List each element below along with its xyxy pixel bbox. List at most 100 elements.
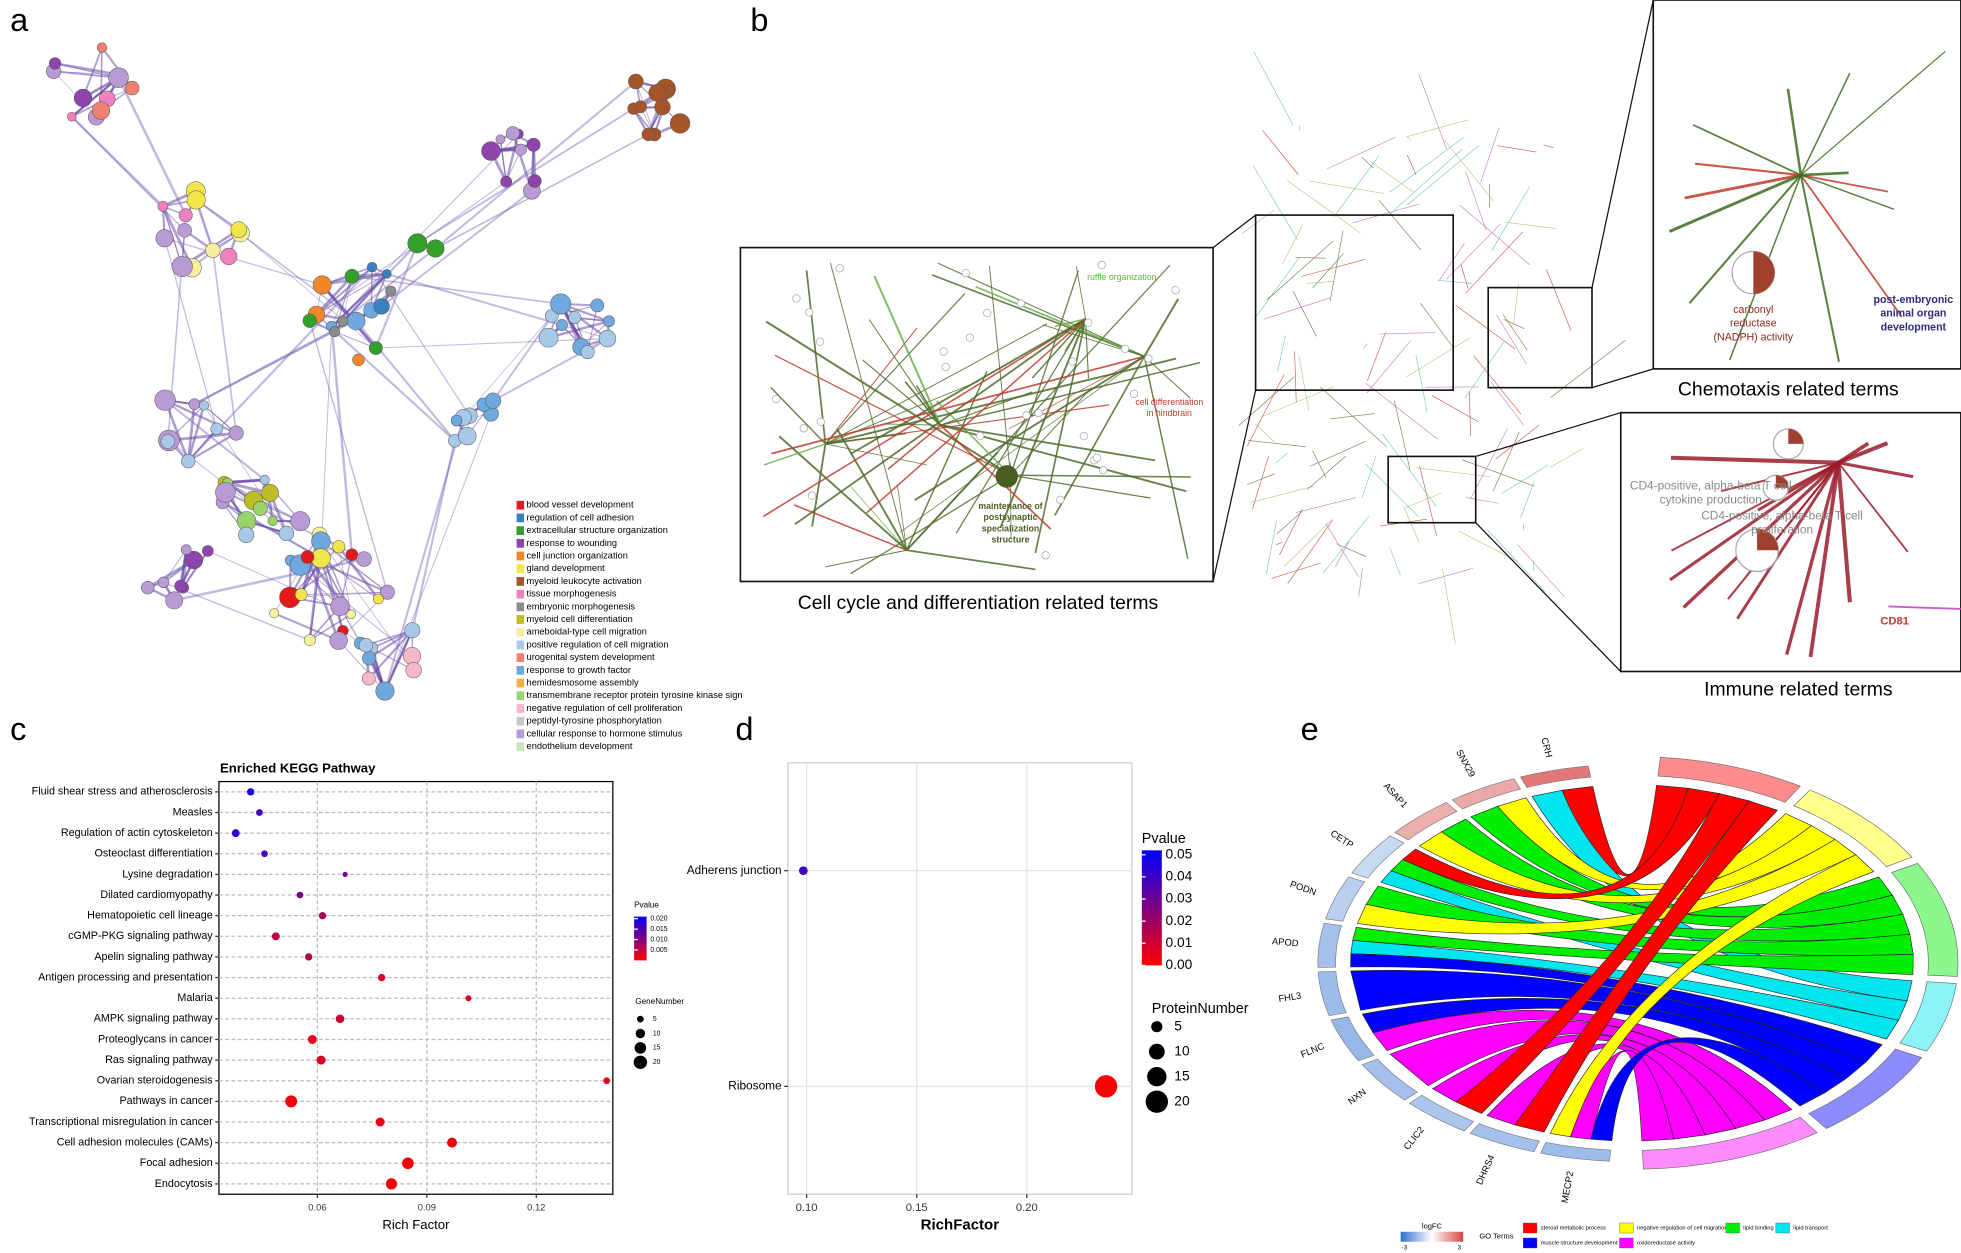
network-node [669,113,691,134]
network-node [108,67,129,88]
network-link [1800,72,1851,176]
term-node [816,417,825,426]
x-tick-label: 0.20 [1016,1202,1038,1214]
colorbar [1400,1231,1464,1242]
gene-arc [1408,1094,1475,1132]
term-arc [1891,862,1959,977]
network-link [1367,332,1386,381]
gene-label: CLIC2 [1402,1125,1426,1152]
zoom-box [1487,286,1593,389]
network-node [590,298,605,313]
network-edge [54,62,119,79]
legend-label: hemidesmosome assembly [527,678,639,688]
network-edge [182,550,209,588]
gene-label: CRH [1539,737,1554,759]
network-edge [227,478,265,485]
caption: Chemotaxis related terms [1678,378,1899,400]
network-node [312,275,332,295]
network-node [485,392,502,409]
gene-label: ASAP1 [1382,781,1410,810]
network-link [1461,459,1535,487]
network-node [205,242,221,258]
node-label: cytokine production [1660,492,1762,506]
network-link [1292,290,1317,337]
network-node [330,596,350,616]
legend-label: ameboidal-type cell migration [527,627,647,637]
network-node [290,511,311,532]
node-label: maintenance of [978,501,1042,511]
network-link [825,327,918,445]
network-edge [435,133,649,250]
node-label: in hindbrain [1147,408,1192,418]
size-label: 15 [653,1045,661,1052]
network-link [1010,387,1093,476]
network-link [1143,356,1189,559]
network-link [1255,423,1276,443]
network-node [568,311,582,325]
legend-swatch [516,691,525,701]
network-link [1459,204,1531,266]
y-tick-label: Hematopoietic cell lineage [87,910,213,922]
network-link [1279,508,1303,556]
network-link [1404,492,1442,509]
network-link [1352,203,1420,224]
network-node [634,100,647,114]
network-edge [333,276,353,332]
network-node [269,608,280,619]
network-link [1284,518,1334,567]
network-node [648,84,666,102]
node-label: post-embryonic [1874,294,1954,306]
term-node [792,294,801,303]
colorbar-label: 0.05 [1166,846,1193,861]
network-link [1309,441,1366,467]
network-node [628,73,644,90]
node-label: specialization [982,523,1039,533]
network-link [1437,279,1472,284]
legend-title: logFC [1422,1222,1443,1231]
legend-label: myeloid leukocyte activation [527,576,642,586]
network-edge [320,326,333,559]
legend-swatch [516,551,525,561]
network-link [1365,382,1439,440]
x-axis-label: RichFactor [921,1216,1000,1233]
network-link [1838,461,1914,479]
size-label: 15 [1174,1068,1190,1083]
network-link [778,435,908,551]
network-link [1253,165,1298,240]
network-node [366,261,378,273]
network-edge [434,80,637,250]
network-node [403,647,421,665]
size-key [1145,1090,1169,1113]
network-link [825,293,966,445]
network-link [1800,174,1903,318]
y-tick-label: Focal adhesion [140,1157,213,1169]
network-node [141,580,155,595]
term-node [1121,344,1130,353]
size-label: 5 [653,1016,657,1023]
network-edge [273,612,340,642]
network-link [1495,424,1540,460]
network-link [1406,145,1479,206]
network-link [1266,240,1334,301]
network-edge [374,242,419,349]
network-edge [463,315,552,418]
size-label: 10 [653,1030,661,1037]
network-node [171,255,193,278]
legend-swatch [1619,1237,1634,1249]
legend-title: Pvalue [634,901,659,910]
network-edge [71,116,186,231]
network-node [294,588,308,601]
network-edge [164,237,323,286]
network-link [1418,73,1447,149]
network-link [1031,318,1087,379]
network-link [763,443,826,466]
network-link [1736,461,1840,620]
network-link [1465,171,1487,231]
network-link [1312,450,1327,479]
legend-label: embryonic morphogenesis [527,601,636,611]
node-label: cell differentiation [1135,397,1203,407]
node-label: ruffle organization [1087,272,1157,282]
size-label: 20 [1174,1093,1190,1108]
size-label: 10 [1174,1043,1190,1058]
network-link [1298,356,1310,411]
